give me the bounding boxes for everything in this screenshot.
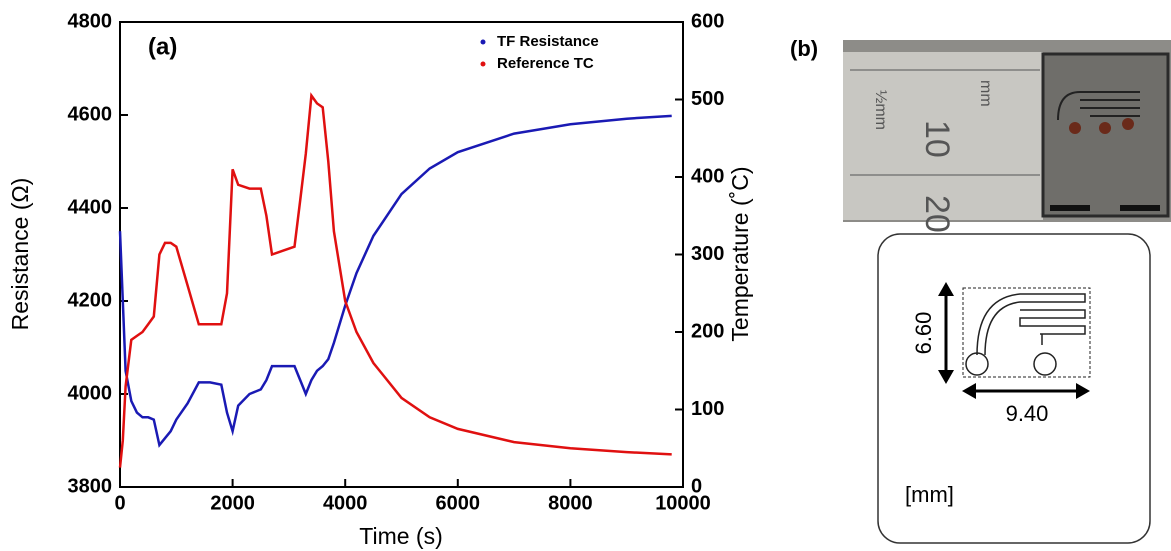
x-tick-label: 4000 xyxy=(323,492,368,514)
y-tick-label: 4000 xyxy=(68,382,113,404)
x-tick-label: 0 xyxy=(114,492,125,514)
x-tick-label: 10000 xyxy=(655,492,711,514)
dimension-label: 6.60 xyxy=(911,312,936,355)
panel-label: (a) xyxy=(148,33,177,60)
schematic xyxy=(877,233,1151,544)
y-tick-label: 3800 xyxy=(68,475,113,497)
y2-axis-title: Temperature (˚C) xyxy=(727,166,753,341)
data-line xyxy=(118,114,672,448)
y-tick-label: 4600 xyxy=(68,103,113,125)
y-tick-label: 4800 xyxy=(68,10,113,32)
x-axis-title: Time (s) xyxy=(359,523,442,549)
y-tick-label: 4400 xyxy=(68,196,113,218)
plot-frame xyxy=(119,21,684,488)
x-tick-label: 6000 xyxy=(436,492,481,514)
y-tick-label: 4200 xyxy=(68,289,113,311)
dimension-label: 9.40 xyxy=(1006,401,1049,426)
x-tick-label: 8000 xyxy=(548,492,593,514)
panel-label: (b) xyxy=(790,36,818,61)
ruler-label: mm xyxy=(977,80,994,107)
data-line xyxy=(118,92,672,468)
ruler-label: 10 xyxy=(918,120,956,158)
legend-label: Reference TC xyxy=(497,55,594,72)
y2-tick-label: 600 xyxy=(691,10,724,32)
y-axis-title: Resistance (Ω) xyxy=(7,178,33,331)
y2-tick-label: 300 xyxy=(691,243,724,265)
y2-tick-label: 500 xyxy=(691,88,724,110)
ruler-label: 20 xyxy=(918,195,956,233)
ruler-label: ½mm xyxy=(872,90,889,130)
legend-marker xyxy=(480,61,486,67)
y2-tick-label: 100 xyxy=(691,398,724,420)
unit-label: [mm] xyxy=(905,482,954,507)
y2-tick-label: 0 xyxy=(691,475,702,497)
x-tick-label: 2000 xyxy=(210,492,255,514)
legend-label: TF Resistance xyxy=(497,33,599,50)
y2-tick-label: 400 xyxy=(691,165,724,187)
y2-tick-label: 200 xyxy=(691,320,724,342)
photo: ½mm mm 10 20 xyxy=(843,40,1171,233)
legend-marker xyxy=(480,39,486,45)
